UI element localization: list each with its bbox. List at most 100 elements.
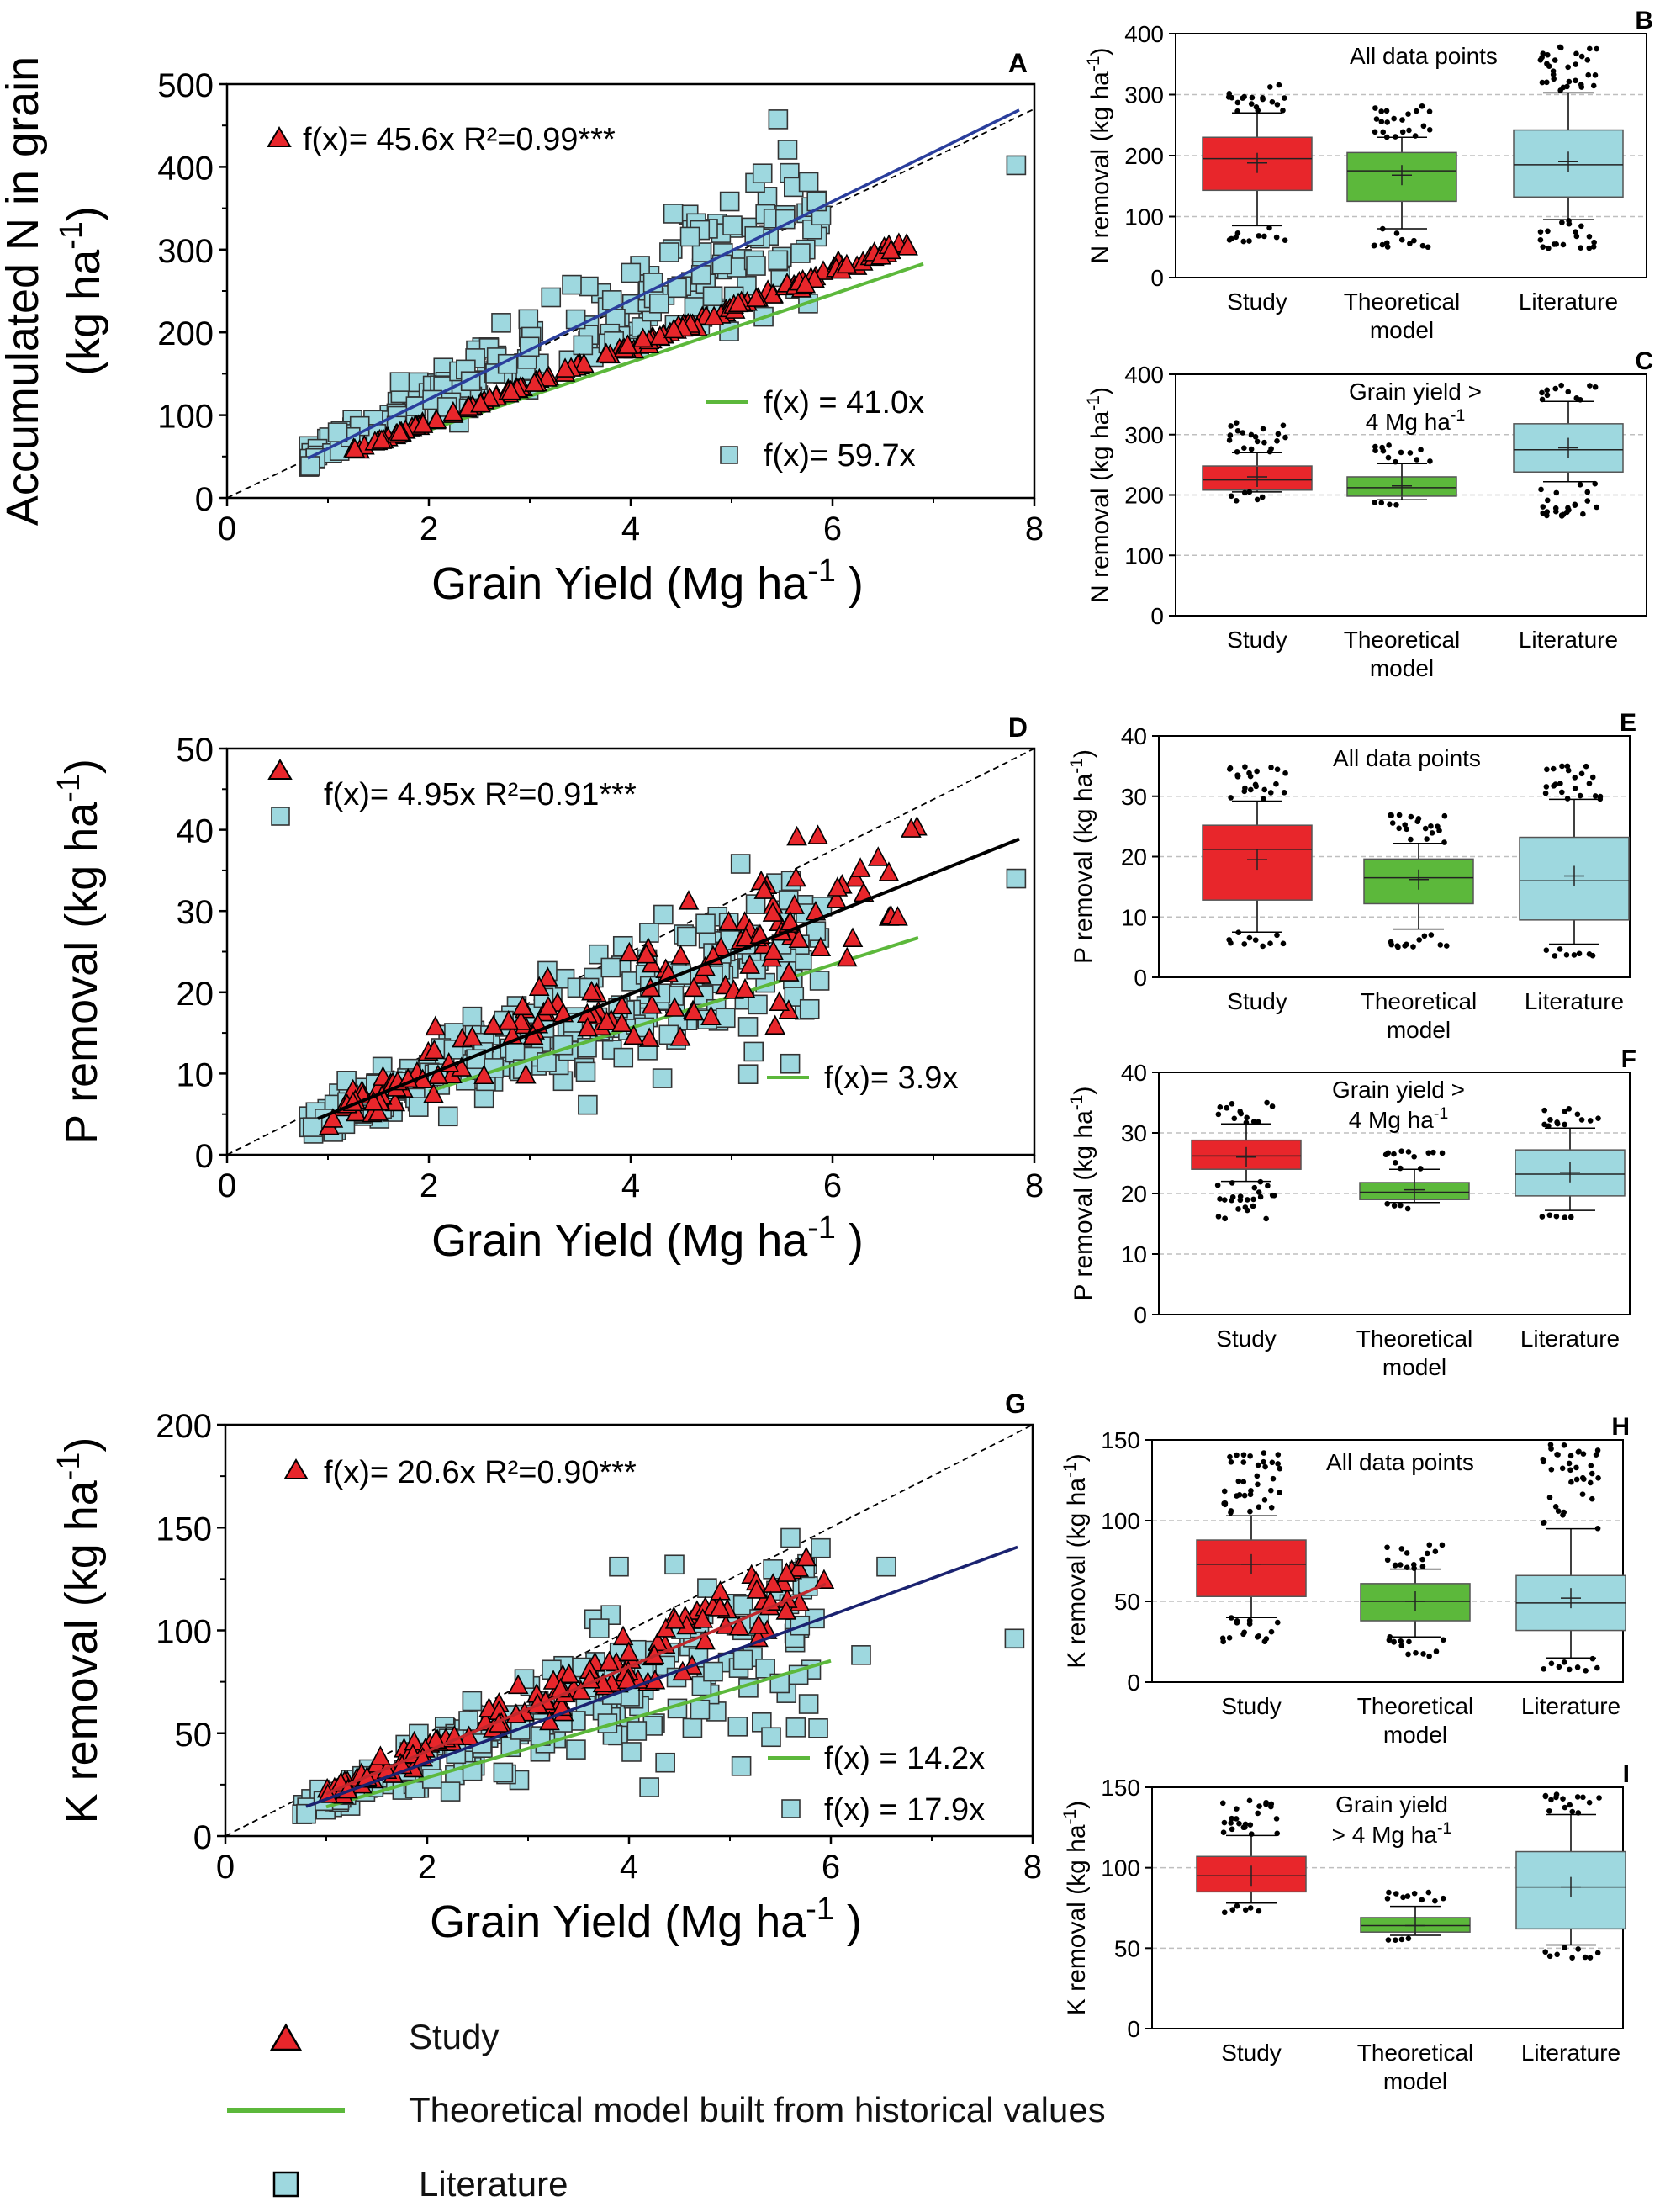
outlier-point: [1578, 245, 1583, 251]
outlier-point: [1221, 1197, 1228, 1203]
outlier-point: [1597, 793, 1604, 800]
literature-point: [768, 109, 789, 130]
study-point: [836, 253, 858, 274]
outlier-point: [1386, 1889, 1392, 1896]
outlier-point: [1277, 1465, 1283, 1472]
outlier-point: [1229, 1101, 1235, 1107]
study-point: [371, 429, 393, 449]
outlier-point: [1235, 929, 1242, 936]
literature-point: [493, 1762, 514, 1783]
annotation-study-fit: f(x)= 20.6x R²=0.90***: [324, 1455, 637, 1490]
outlier-point: [1399, 117, 1405, 123]
outlier-point: [1248, 786, 1254, 793]
outlier-point: [1405, 1651, 1411, 1658]
outlier-point: [1229, 1907, 1236, 1913]
study-point: [641, 993, 663, 1014]
outlier-point: [1432, 1897, 1438, 1904]
outlier-point: [1443, 943, 1450, 949]
outlier-point: [1241, 1492, 1248, 1499]
outlier-point: [1537, 229, 1544, 235]
y-axis-title: K removal (kg ha-1): [1060, 1453, 1092, 1668]
outlier-point: [1398, 1936, 1405, 1943]
outlier-point: [1268, 1504, 1275, 1511]
outlier-point: [1238, 1110, 1244, 1117]
literature-point: [579, 276, 599, 297]
outlier-point: [1406, 127, 1412, 134]
study-point: [785, 866, 806, 887]
literature-point: [626, 1721, 648, 1741]
outlier-point: [1541, 1458, 1546, 1465]
study-point: [664, 1609, 686, 1629]
outlier-point: [1234, 427, 1241, 434]
outlier-point: [1436, 828, 1442, 833]
literature-point: [327, 422, 348, 442]
x-tick-label: 0: [218, 511, 236, 548]
x-tick-label: 6: [823, 511, 842, 548]
outlier-point: [1541, 1107, 1547, 1114]
outlier-point: [1256, 1633, 1262, 1639]
y-axis-title: P removal (kg ha-1): [51, 759, 107, 1145]
box-panel-B: 0 100 200 300 400 B All data points N removal (…: [1084, 7, 1654, 343]
outlier-point: [1256, 1803, 1262, 1809]
outlier-point: [1552, 57, 1558, 63]
outlier-point: [1425, 244, 1431, 251]
scatter-panel-G: 0 50 100 150 200 0 2 4 6 8 Gf(x)= 20.6x R²=0.90***…: [51, 1389, 1042, 1947]
x-tick-label: 8: [1025, 1167, 1044, 1204]
outlier-point: [1256, 1908, 1262, 1914]
outlier-point: [1229, 1193, 1236, 1200]
outlier-point: [1240, 95, 1245, 101]
study-point: [703, 305, 725, 325]
outlier-point: [1227, 432, 1234, 438]
outlier-point: [1254, 496, 1261, 503]
outlier-point: [1577, 481, 1583, 488]
outlier-point: [1260, 943, 1266, 950]
outlier-point: [1546, 245, 1552, 251]
category-label: model: [1370, 655, 1434, 681]
outlier-point: [1405, 1149, 1412, 1155]
study-point: [462, 1025, 483, 1046]
study-point: [796, 1546, 817, 1567]
outlier-point: [1402, 943, 1408, 949]
outlier-point: [1584, 57, 1591, 63]
literature-point: [676, 926, 697, 947]
category-label: model: [1383, 1722, 1447, 1748]
study-point: [444, 1724, 465, 1745]
outlier-point: [1414, 108, 1419, 114]
panel-label: I: [1623, 1760, 1630, 1788]
y-tick-label: 400: [1124, 21, 1164, 47]
category-label: model: [1387, 1017, 1451, 1043]
outlier-point: [1586, 1799, 1593, 1806]
study-point: [718, 911, 739, 931]
panel-title-line1: Grain yield >: [1349, 378, 1482, 405]
outlier-point: [1379, 241, 1386, 248]
outlier-point: [1380, 129, 1387, 135]
box-literature: [1515, 1106, 1626, 1220]
literature-point: [679, 226, 700, 247]
panel-label: C: [1635, 347, 1653, 375]
y-tick-label: 200: [1124, 483, 1164, 509]
outlier-point: [1574, 1111, 1581, 1118]
outlier-point: [1578, 53, 1585, 60]
outlier-point: [1275, 1461, 1281, 1467]
outlier-point: [1282, 95, 1287, 101]
y-tick-label: 20: [177, 976, 214, 1013]
literature-point: [659, 242, 679, 262]
literature-point: [682, 1717, 703, 1738]
outlier-point: [1228, 1508, 1234, 1514]
literature-point: [462, 1006, 483, 1027]
outlier-point: [1256, 1504, 1262, 1510]
study-point: [612, 1625, 634, 1646]
outlier-point: [1394, 943, 1401, 950]
box-literature: [1515, 1442, 1626, 1674]
literature-point: [851, 1645, 871, 1665]
literature-point: [639, 1777, 659, 1797]
y-axis-title: K removal (kg ha-1): [1060, 1801, 1092, 2015]
study-point: [735, 926, 757, 947]
literature-point: [746, 256, 766, 276]
literature-point: [302, 1117, 323, 1137]
outlier-point: [1250, 1203, 1256, 1209]
outlier-point: [1276, 82, 1282, 88]
outlier-point: [1408, 813, 1414, 820]
outlier-point: [1411, 1890, 1418, 1897]
outlier-point: [1540, 510, 1546, 516]
